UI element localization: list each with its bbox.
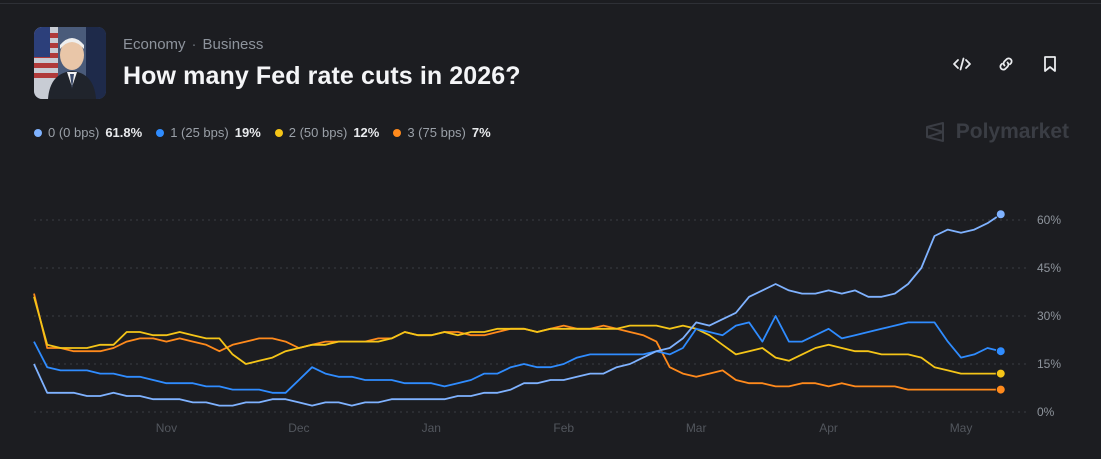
- x-tick-label: Mar: [686, 421, 707, 435]
- chart-lines: [33, 213, 1002, 407]
- link-icon: [999, 57, 1013, 71]
- breadcrumb: Economy · Business: [123, 36, 263, 53]
- x-tick-label: May: [950, 421, 973, 435]
- market-avatar-image: [34, 27, 106, 99]
- y-tick-label: 15%: [1037, 357, 1061, 371]
- series-line-1[interactable]: [33, 315, 1002, 394]
- probability-line-chart: Nov Dec Jan Feb Mar Apr May 0% 15% 30% 45% 60%: [33, 209, 1061, 435]
- x-tick-label: Jan: [422, 421, 441, 435]
- header-actions: [949, 52, 1063, 76]
- top-divider: [0, 3, 1101, 4]
- x-tick-label: Feb: [553, 421, 574, 435]
- page-title: How many Fed rate cuts in 2026?: [123, 62, 521, 90]
- x-tick-label: Apr: [819, 421, 838, 435]
- legend-label: 0 (0 bps): [48, 125, 100, 140]
- legend-dot: [274, 128, 283, 137]
- embed-button[interactable]: [949, 52, 975, 76]
- copy-link-button[interactable]: [993, 52, 1019, 76]
- code-icon: [953, 57, 971, 71]
- y-tick-label: 45%: [1037, 261, 1061, 275]
- bookmark-button[interactable]: [1037, 52, 1063, 76]
- chart-end-markers: [995, 209, 1006, 395]
- breadcrumb-economy[interactable]: Economy: [123, 36, 186, 53]
- x-tick-label: Dec: [288, 421, 309, 435]
- bookmark-icon: [1044, 56, 1056, 72]
- portrait-icon: [34, 27, 106, 99]
- x-axis: Nov Dec Jan Feb Mar Apr May: [156, 421, 973, 435]
- y-axis: 0% 15% 30% 45% 60%: [1037, 213, 1061, 419]
- legend-item-1: 1 (25 bps) 19%: [156, 125, 261, 140]
- y-tick-label: 60%: [1037, 213, 1061, 227]
- series-line-0[interactable]: [33, 213, 1002, 407]
- legend-item-3: 3 (75 bps) 7%: [393, 125, 491, 140]
- series-end-point-1: [995, 346, 1006, 357]
- chart-grid: [34, 219, 1030, 413]
- legend-label: 3 (75 bps): [407, 125, 466, 140]
- brand-name: Polymarket: [955, 120, 1069, 143]
- series-end-point-3: [995, 384, 1006, 395]
- legend-item-2: 2 (50 bps) 12%: [274, 125, 380, 140]
- series-end-point-2: [995, 368, 1006, 379]
- series-line-2[interactable]: [33, 296, 1001, 375]
- series-end-point-0: [995, 209, 1006, 220]
- legend-item-0: 0 (0 bps) 61.8%: [34, 125, 142, 140]
- y-tick-label: 0%: [1037, 405, 1055, 419]
- legend-dot: [393, 128, 402, 137]
- breadcrumb-separator: ·: [191, 36, 197, 53]
- legend-value: 61.8%: [105, 125, 143, 140]
- polymarket-logo-icon: [925, 122, 944, 142]
- series-line-3[interactable]: [33, 293, 1001, 391]
- legend-label: 1 (25 bps): [170, 125, 229, 140]
- breadcrumb-business[interactable]: Business: [202, 36, 264, 53]
- legend-label: 2 (50 bps): [288, 125, 348, 140]
- x-tick-label: Nov: [156, 421, 177, 435]
- y-tick-label: 30%: [1037, 309, 1061, 323]
- legend-dot: [156, 128, 165, 137]
- legend-value: 19%: [234, 125, 261, 140]
- chart-legend: 0 (0 bps) 61.8% 1 (25 bps) 19% 2 (50 bps…: [34, 125, 491, 140]
- legend-value: 7%: [471, 125, 491, 140]
- legend-dot: [34, 128, 42, 137]
- polymarket-brand: Polymarket: [924, 120, 1069, 144]
- legend-value: 12%: [353, 125, 380, 140]
